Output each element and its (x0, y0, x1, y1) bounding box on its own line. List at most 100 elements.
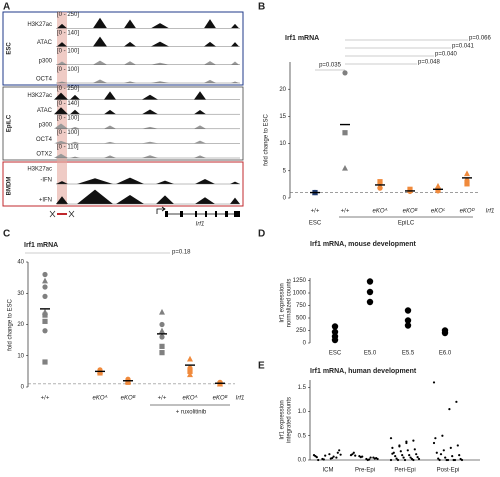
point (396, 458, 400, 462)
track-signal (56, 79, 240, 83)
point (404, 317, 412, 324)
x-tick-label: eKOᴬ (373, 207, 388, 215)
y-axis-label: fold change to ESC (264, 113, 270, 165)
point (441, 434, 444, 437)
x-tick-label: Pre-Epi (355, 468, 375, 474)
point (453, 458, 457, 462)
point (401, 454, 404, 457)
p-value: p=0.041 (452, 44, 475, 50)
point (403, 458, 407, 462)
point (331, 336, 339, 344)
group-label: BMDM (7, 177, 13, 196)
x-tick-label: E5.5 (402, 351, 415, 357)
group-label: ESC (309, 221, 322, 227)
point (317, 458, 320, 462)
point (159, 350, 165, 356)
track-header: H3K27ac (27, 167, 52, 173)
point (404, 322, 412, 329)
p-value: p=0.18 (172, 250, 191, 256)
point (464, 181, 470, 187)
track-signal (56, 36, 240, 47)
track-signal (54, 91, 240, 100)
panel-letter: D (258, 229, 265, 240)
gene-label: Irf1 (196, 222, 205, 228)
y-tick-label: 0 (283, 196, 287, 202)
point (439, 453, 443, 456)
point (331, 323, 339, 330)
track-label: OCT4 (36, 77, 53, 83)
y-tick-label: 20 (17, 322, 24, 328)
point (451, 455, 454, 458)
point (328, 453, 331, 456)
point (42, 318, 48, 324)
point (444, 456, 447, 459)
track-signal (54, 153, 240, 158)
point (449, 446, 452, 449)
point (402, 456, 405, 459)
track-scale: [0 - 100] (57, 115, 79, 121)
x-tick-label: E5.0 (364, 351, 377, 357)
track-signal (56, 177, 240, 184)
point (366, 288, 374, 296)
track-signal (54, 107, 240, 115)
y-axis-label: fold change to ESC (8, 298, 14, 350)
y-tick-label: 0.5 (298, 433, 307, 439)
point (125, 379, 131, 385)
x-tick-label: eKOᴰ (460, 208, 475, 215)
y-tick-label: 750 (296, 303, 307, 309)
track-scale: [0 - 100] (57, 130, 79, 136)
point (460, 458, 464, 462)
point (455, 400, 458, 403)
x-tick-label: eKOᶜ (431, 209, 446, 215)
point (434, 437, 437, 440)
point (395, 457, 398, 460)
p-value: p=0.035 (319, 63, 342, 69)
point (376, 457, 379, 461)
point (331, 456, 334, 460)
panel-letter: E (258, 361, 265, 372)
y-axis-label: Irf1 expression (280, 400, 286, 439)
y-tick-label: 0 (21, 385, 25, 391)
point (324, 454, 327, 457)
y-tick-label: 10 (279, 141, 286, 147)
track-signal (56, 60, 240, 65)
point (351, 453, 354, 456)
esc-box (2, 11, 244, 86)
point (405, 441, 408, 445)
group-label: EpiLC (398, 221, 415, 227)
track-label: OCT4 (36, 137, 53, 143)
y-tick-label: 500 (296, 316, 307, 322)
point (432, 381, 436, 384)
group-label: EpiLC (7, 114, 13, 132)
y-tick-label: 0 (303, 341, 307, 347)
epilc-box (2, 86, 244, 161)
panel-letter: C (3, 229, 10, 240)
x-tick-label: eKOᴬ (93, 394, 108, 402)
point (159, 321, 165, 328)
x-tick-label: +/+ (341, 209, 350, 215)
track-signal (56, 17, 240, 29)
point (412, 458, 415, 462)
point (415, 453, 418, 456)
track-label: OTX2 (36, 152, 52, 158)
y-tick-label: 40 (17, 260, 24, 266)
point (406, 449, 409, 452)
point (366, 278, 374, 285)
track-label: H3K27ac (27, 22, 52, 28)
point (398, 445, 401, 448)
track-scale: [0 - 250] (57, 86, 79, 92)
point (413, 448, 416, 451)
y-axis-label: Irf1 expression (280, 283, 286, 322)
gene-exons (165, 211, 240, 217)
p-value: p=0.066 (469, 36, 492, 42)
bmdm-box (2, 161, 244, 207)
track-label: p300 (39, 58, 53, 64)
point (437, 457, 440, 460)
track-label: -IFN (40, 178, 52, 184)
chart-title: Irf1 mRNA (24, 242, 58, 249)
track-signal (54, 123, 240, 129)
y-axis-label: normalized counts (287, 279, 293, 328)
point (159, 334, 165, 340)
